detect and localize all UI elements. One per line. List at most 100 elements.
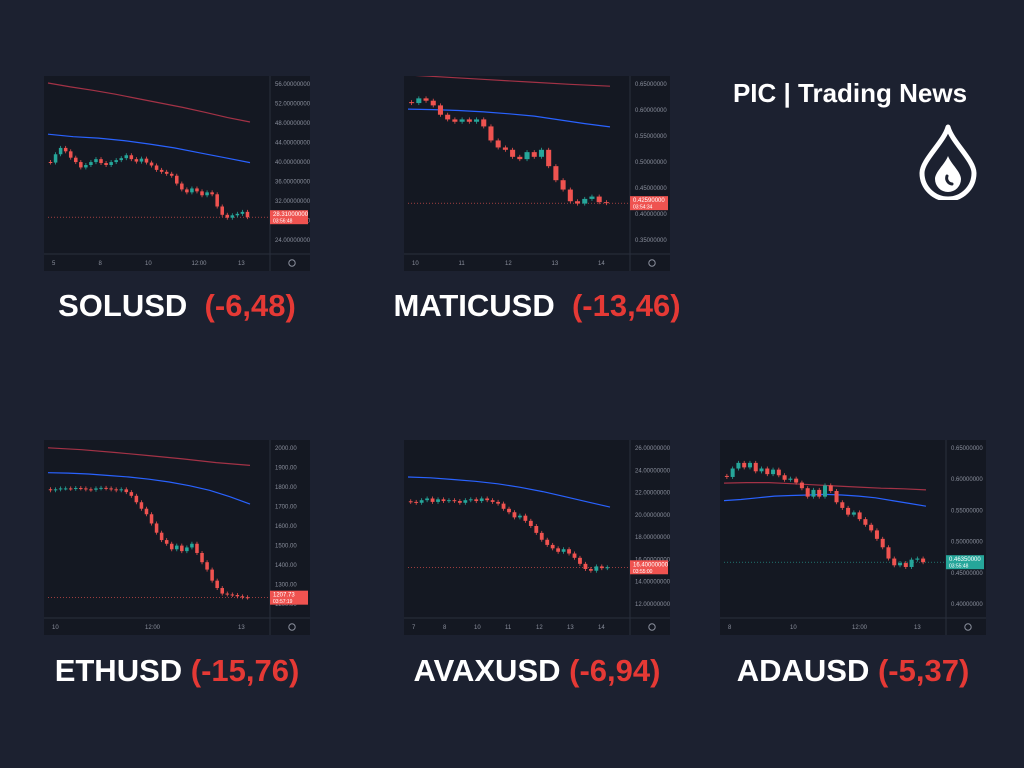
- solusd-caption: SOLUSD (-6,48): [44, 288, 310, 324]
- candle-body: [169, 173, 174, 176]
- candle-body: [225, 593, 230, 595]
- candle-body: [457, 501, 462, 503]
- candle-body: [463, 500, 468, 503]
- candle-body: [539, 532, 544, 540]
- candle-body: [215, 580, 219, 589]
- candle-body: [195, 188, 199, 192]
- solusd-chart[interactable]: 56.00000000 52.00000000 48.00000000 44.0000…: [44, 76, 310, 271]
- candle-body: [572, 553, 577, 558]
- y-tick-label: 1500.00: [275, 544, 297, 550]
- candle-body: [771, 469, 776, 475]
- y-tick-label: 36.00000000: [275, 180, 310, 186]
- candle-body: [430, 498, 435, 502]
- symbol-label: ETHUSD: [54, 653, 183, 688]
- candle-body: [892, 558, 897, 566]
- candle-body: [550, 544, 555, 549]
- price-label-bg: [270, 590, 308, 605]
- candle-body: [84, 165, 88, 168]
- y-tick-label: 48.00000000: [275, 121, 310, 127]
- candle-body: [553, 166, 559, 181]
- candle-body: [185, 189, 189, 193]
- avaxusd-chart[interactable]: 26.00000000 24.00000000 22.00000000 20.0000…: [404, 440, 670, 635]
- candle-body: [190, 543, 194, 548]
- candle-body: [190, 188, 194, 193]
- candle-body: [210, 192, 214, 195]
- candle-body: [175, 545, 179, 550]
- ma-slow-line: [47, 82, 251, 123]
- candle-body: [169, 543, 174, 550]
- candle-body: [114, 160, 118, 163]
- candle-body: [846, 507, 851, 515]
- candle-body: [230, 215, 235, 218]
- candle-body: [583, 563, 588, 569]
- ma-slow-line: [415, 76, 611, 87]
- candle-body: [811, 489, 816, 497]
- x-tick-label: 13: [914, 625, 921, 631]
- candle-body: [185, 547, 189, 552]
- symbol-label: ADAUSD: [736, 653, 870, 688]
- candle-body: [220, 588, 224, 594]
- x-tick-label: 12: [505, 261, 512, 267]
- candle-body: [863, 519, 868, 525]
- candle-body: [68, 488, 73, 490]
- x-tick-label: 10: [474, 625, 481, 631]
- settings-gear-icon: [648, 623, 656, 631]
- price-label-text: 1207.73: [273, 593, 295, 599]
- candle-body: [805, 488, 810, 497]
- y-tick-label: 0.40000000: [951, 602, 983, 608]
- y-tick-label: 52.00000000: [275, 102, 310, 108]
- candle-body: [546, 149, 552, 167]
- adausd-caption: ADAUSD (-5,37): [706, 653, 1000, 689]
- candle-body: [144, 508, 149, 515]
- adausd-chart[interactable]: 0.65000000 0.60000000 0.55000000 0.50000000…: [720, 440, 986, 635]
- candle-body: [180, 183, 184, 190]
- candle-body: [874, 530, 879, 539]
- y-tick-label: 18.00000000: [635, 535, 670, 541]
- candle-body: [409, 102, 415, 104]
- x-tick-label: 13: [238, 625, 245, 631]
- candle-body: [524, 152, 530, 160]
- candle-body: [730, 468, 735, 477]
- candle-body: [53, 489, 58, 491]
- x-tick-label: 7: [412, 625, 416, 631]
- candle-body: [518, 515, 522, 518]
- change-label: (-5,37): [877, 653, 970, 688]
- candle-body: [466, 119, 472, 122]
- y-tick-label: 0.45000000: [951, 571, 983, 577]
- candle-body: [245, 597, 250, 599]
- x-tick-label: 10: [790, 625, 797, 631]
- countdown-text: 03:56:48: [273, 219, 293, 225]
- price-label-bg: [630, 196, 668, 211]
- candle-body: [828, 485, 833, 492]
- price-label-text: 16.40000000: [633, 562, 669, 568]
- candle-body: [180, 545, 184, 552]
- y-tick-label: 2000.00: [275, 446, 297, 452]
- candle-body: [109, 162, 113, 165]
- y-tick-label: 26.00000000: [635, 446, 670, 452]
- maticusd-chart[interactable]: 0.65000000 0.60000000 0.55000000 0.50000000…: [404, 76, 670, 271]
- candle-body: [468, 499, 473, 501]
- x-tick-label: 12:00: [145, 625, 161, 631]
- candle-body: [528, 520, 533, 526]
- candle-body: [139, 158, 144, 162]
- candle-body: [589, 196, 595, 199]
- y-tick-label: 0.50000000: [635, 160, 667, 166]
- candle-body: [149, 162, 154, 166]
- ethusd-chart[interactable]: 2000.00 1900.00 1800.00 1700.00 1600.00 1500.…: [44, 440, 310, 635]
- y-tick-label: 14.00000000: [635, 580, 670, 586]
- candle-body: [74, 157, 78, 163]
- candle-body: [94, 488, 98, 490]
- x-tick-label: 8: [99, 261, 103, 267]
- candle-body: [594, 566, 599, 571]
- candle-body: [531, 152, 537, 157]
- candle-body: [430, 100, 436, 106]
- candle-body: [175, 175, 179, 184]
- ma-slow-line: [47, 447, 251, 466]
- ma-fast-line: [47, 133, 251, 164]
- candle-body: [423, 98, 429, 101]
- candle-body: [599, 566, 604, 569]
- candle-body: [898, 563, 903, 566]
